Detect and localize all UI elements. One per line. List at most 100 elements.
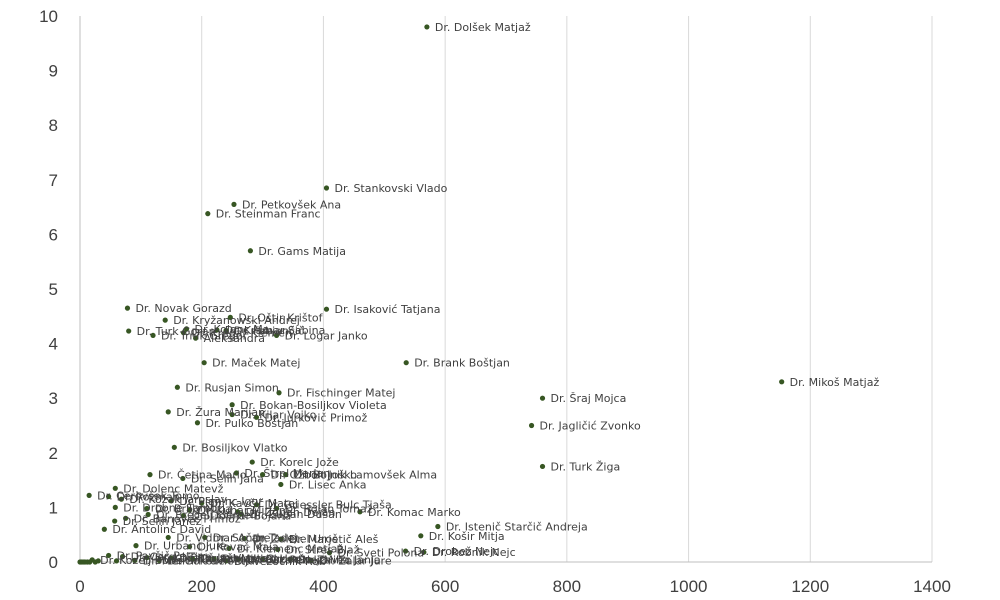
- data-label: Dr. Novak Gorazd: [135, 302, 231, 315]
- x-tick-label: 200: [188, 577, 216, 596]
- data-point: [123, 515, 129, 521]
- data-label: Dr. Mencin Pavle: [143, 554, 234, 567]
- data-label: Dr. Gams Matija: [258, 245, 346, 258]
- data-label: Dr. Antolinc David: [112, 523, 211, 536]
- y-tick-label: 4: [49, 335, 58, 354]
- data-label: Dr. Kavčič Matej: [210, 497, 298, 510]
- data-label: Dr. Fischinger Matej: [287, 387, 395, 400]
- y-tick-label: 7: [49, 171, 58, 190]
- data-label: Dr. Turk Žiga: [551, 460, 621, 473]
- x-tick-label: 800: [553, 577, 581, 596]
- data-point: [424, 24, 430, 30]
- data-label: Dr. Bojnik Lamovšek Alma: [294, 469, 437, 482]
- data-label: Dr. Dolinar Bojana: [191, 510, 291, 523]
- data-label: Dr. Kregar Klemen: [191, 327, 292, 340]
- data-label: Dr. Brank Boštjan: [414, 357, 510, 370]
- data-point: [171, 444, 177, 450]
- data-point: [186, 544, 193, 550]
- data-point: [118, 496, 124, 502]
- data-point: [241, 535, 247, 542]
- data-label: Dr. Jurkovič Primož: [264, 411, 367, 424]
- data-point: [253, 502, 260, 508]
- data-point: [144, 555, 150, 561]
- data-label: Dr. Kovač Maja: [198, 541, 279, 554]
- data-labels: Dr. Dolšek Matjaž Dr. Stankovski Vlado Dr.…: [97, 21, 879, 568]
- data-label: Dr. Štrpl Marjan: [244, 467, 330, 480]
- data-label: Dr. Komac Marko: [368, 506, 461, 519]
- x-tick-labels: 0 200 400 600 800 1000 1200 1400: [75, 577, 951, 596]
- data-label: Dr. Košir Mitja: [429, 530, 505, 543]
- x-tick-label: 0: [75, 577, 84, 596]
- data-label: Dr. Banovec Primož: [134, 512, 241, 525]
- data-label: Dr. Stres Blaž: [286, 543, 360, 556]
- data-point: [106, 552, 112, 559]
- data-point: [403, 360, 409, 366]
- data-label: Dr. Steinman Franc: [216, 208, 321, 221]
- data-point: [421, 549, 427, 555]
- data-label: Aleksandra: [204, 332, 265, 345]
- data-label: Dr. Isaković Tatjana: [334, 303, 440, 316]
- data-point: [779, 379, 785, 385]
- data-point: [249, 459, 255, 465]
- data-point: [287, 556, 293, 562]
- data-point: [223, 327, 229, 334]
- data-label: Dr. Šraj Mojca: [551, 392, 627, 405]
- data-label: Dr. Stankovski Vlado: [334, 182, 447, 195]
- y-tick-label: 9: [49, 62, 58, 81]
- data-point: [147, 472, 153, 478]
- data-point: [308, 557, 314, 563]
- data-point: [180, 512, 187, 519]
- data-point: [150, 332, 156, 339]
- data-label: Dr. Klemenc Matjaž: [237, 542, 343, 555]
- data-point: [156, 557, 162, 563]
- data-label: Dr. Rozman: [117, 490, 180, 503]
- data-point: [162, 317, 168, 323]
- data-label: Dr. Zavec Janja: [298, 553, 381, 566]
- data-label: Dr. Vezočnik Rok: [234, 555, 326, 568]
- axes: [79, 16, 932, 563]
- data-point: [229, 402, 235, 408]
- data-label: Dr. Robnik Nejc: [432, 546, 516, 559]
- data-label: Dr. Mikoš Matjaž: [790, 376, 880, 389]
- data-point: [323, 185, 330, 191]
- data-label: Dr. Kozelj Boris: [100, 554, 182, 567]
- data-label: Dr. Urbanc Jure: [144, 540, 227, 553]
- y-tick-label: 2: [49, 444, 58, 463]
- data-point: [259, 472, 266, 478]
- data-label: Dr. Kuhar Mirjam: [198, 504, 290, 517]
- data-point: [402, 548, 409, 554]
- data-point: [189, 556, 196, 562]
- data-point: [186, 507, 193, 513]
- data-label: Dr. Dolšek Matjaž: [435, 21, 531, 34]
- data-point: [132, 557, 138, 563]
- data-label: Dr. Trnik Gregor: [161, 329, 248, 342]
- data-label: Dr. Zupan Dušan: [249, 508, 342, 521]
- gridlines: [201, 16, 933, 562]
- data-label: Dr. Schnabl Simon: [201, 553, 302, 566]
- data-point: [86, 492, 92, 498]
- data-label: Dr. Zaletel Uroš: [252, 533, 338, 546]
- data-label: Dr. Marjetič Aleš: [289, 533, 379, 546]
- data-point: [435, 523, 441, 530]
- data-label: Dr. Planinc Igor: [179, 495, 263, 508]
- data-point: [211, 556, 217, 562]
- data-point: [283, 472, 289, 478]
- data-label: Dr. Vidmar Andrej: [176, 531, 273, 544]
- x-tick-label: 600: [431, 577, 459, 596]
- data-label: Dr. Kilar Vojko: [240, 409, 316, 422]
- data-label: Dr. Rusjan Simon: [185, 381, 279, 394]
- data-point: [278, 536, 284, 542]
- data-point: [278, 481, 284, 488]
- data-point: [106, 493, 112, 500]
- data-label: Dr. Sveti Polona: [338, 547, 425, 560]
- data-label: Dr. Kolenc Ma…: [195, 323, 281, 336]
- data-point: [357, 509, 363, 515]
- data-point: [133, 543, 139, 549]
- data-point: [180, 330, 187, 336]
- data-point: [101, 526, 107, 532]
- data-point: [214, 327, 220, 333]
- data-label: Dr. Lisec Anka: [289, 478, 367, 491]
- data-label: Dr. Drobež Nejc: [414, 545, 500, 558]
- data-point: [165, 534, 171, 541]
